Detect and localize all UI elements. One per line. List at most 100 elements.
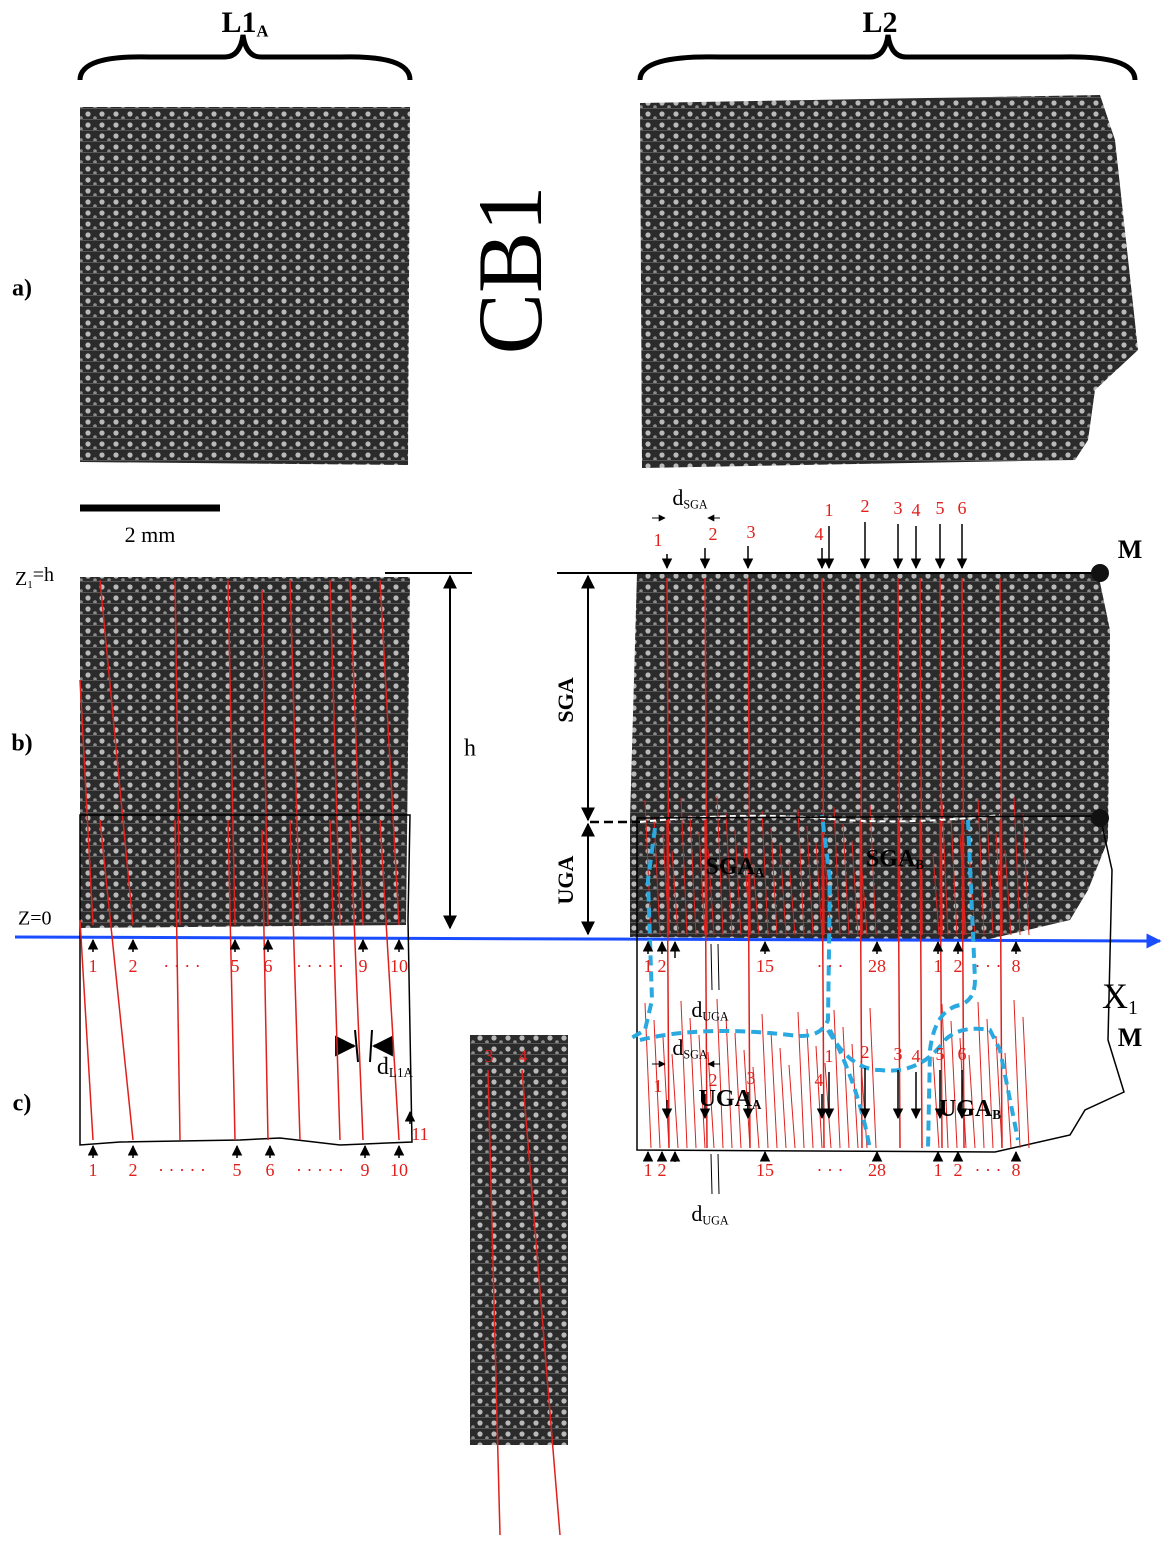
red-line: [379, 579, 400, 926]
red-line: [680, 1000, 688, 1149]
red-lines: [79, 577, 1030, 936]
line-number: 28: [868, 1160, 886, 1180]
red-line: [734, 829, 742, 936]
red-line: [1013, 999, 1021, 1149]
d-label-main: d: [672, 485, 683, 510]
red-line: [770, 827, 778, 936]
z-label: Z=0: [18, 908, 52, 930]
red-line: [842, 823, 850, 936]
line-number: 1: [654, 530, 663, 550]
red-line: [79, 919, 94, 1141]
red-line: [919, 819, 923, 1149]
line-number: 2: [129, 1160, 138, 1180]
line-number: · · · · ·: [296, 956, 344, 976]
red-line: [815, 1045, 823, 1149]
micrograph: [640, 95, 1138, 468]
red-line: [986, 815, 994, 936]
red-line: [961, 577, 965, 936]
point-m: [1091, 809, 1109, 827]
region-label-main: SGA: [706, 854, 756, 880]
brace: [637, 34, 1138, 81]
red-line: [653, 1019, 661, 1149]
d-label-main: d: [691, 1201, 702, 1226]
d-label-sub: UGA: [702, 1009, 728, 1023]
red-line: [329, 579, 341, 926]
red-line: [815, 842, 823, 936]
region-label: UGAA: [699, 1086, 762, 1112]
red-line: [821, 819, 825, 1149]
line-number: 4: [912, 1046, 921, 1066]
red-line: [959, 1037, 967, 1149]
column-title: L2: [862, 6, 897, 39]
line-number: 8: [1012, 956, 1021, 976]
d-line: [710, 1153, 713, 1195]
line-number: 6: [958, 498, 967, 518]
line-number: 3: [747, 1068, 756, 1088]
red-line: [779, 1047, 787, 1149]
red-line: [968, 1054, 976, 1149]
red-line: [761, 1013, 769, 1149]
column-title-main: L1: [222, 6, 257, 39]
red-line: [860, 857, 868, 936]
d-label: dUGA: [691, 997, 728, 1023]
red-line: [939, 577, 943, 936]
d-label-sub: SGA: [683, 1047, 707, 1061]
red-line: [379, 819, 400, 1141]
red-line: [261, 589, 269, 926]
line-number: 4: [912, 500, 921, 520]
red-line: [680, 797, 688, 936]
red-line: [797, 808, 805, 936]
d-line: [717, 943, 720, 991]
red-line: [698, 1034, 706, 1149]
d-label-main: d: [672, 1035, 683, 1060]
red-line: [821, 577, 825, 936]
line-number: · · · · ·: [158, 1160, 206, 1180]
red-line: [704, 577, 708, 936]
red-line: [725, 1015, 733, 1149]
region-label-main: UGA: [939, 1096, 993, 1122]
red-line: [671, 1053, 679, 1149]
line-number: 1: [654, 1076, 663, 1096]
red-line: [1004, 1052, 1012, 1149]
region-label: UGAB: [939, 1096, 1001, 1122]
red-line: [289, 579, 301, 926]
z-label: Z1=h: [15, 564, 54, 591]
red-line: [689, 814, 697, 936]
red-line: [743, 1049, 751, 1149]
red-line: [1022, 1016, 1030, 1149]
red-line: [227, 819, 236, 1141]
point-label: M: [1118, 535, 1143, 564]
red-line: [329, 819, 341, 1141]
line-number: 10: [390, 956, 408, 976]
red-line: [752, 1066, 760, 1149]
red-line: [950, 1020, 958, 1149]
red-line: [666, 577, 670, 936]
red-line: [752, 863, 760, 936]
red-line: [174, 819, 181, 1141]
inset-micrograph: [470, 1035, 568, 1445]
d-label: dUGA: [691, 1201, 728, 1227]
line-number: 5: [936, 498, 945, 518]
line-number: 1: [825, 1046, 834, 1066]
d-label: dSGA: [672, 1035, 707, 1061]
region-label: SGAB: [866, 846, 924, 872]
red-line: [939, 819, 943, 1149]
point-label: M: [1118, 1023, 1143, 1052]
panel-label: c): [13, 1091, 32, 1117]
red-line: [521, 1069, 561, 1536]
column-title: L1A: [222, 6, 269, 40]
line-number: 2: [861, 1042, 870, 1062]
region-label-sub: B: [915, 857, 924, 872]
line-number: 4: [815, 524, 824, 544]
line-number: 2: [709, 524, 718, 544]
red-line: [833, 1009, 841, 1149]
region-label-main: SGA: [866, 846, 916, 872]
brace: [77, 34, 413, 81]
line-number: 3: [485, 1046, 494, 1066]
line-number: 10: [390, 1160, 408, 1180]
line-number: 3: [894, 1044, 903, 1064]
red-line: [806, 1028, 814, 1149]
red-line: [79, 679, 94, 926]
red-line: [698, 831, 706, 936]
